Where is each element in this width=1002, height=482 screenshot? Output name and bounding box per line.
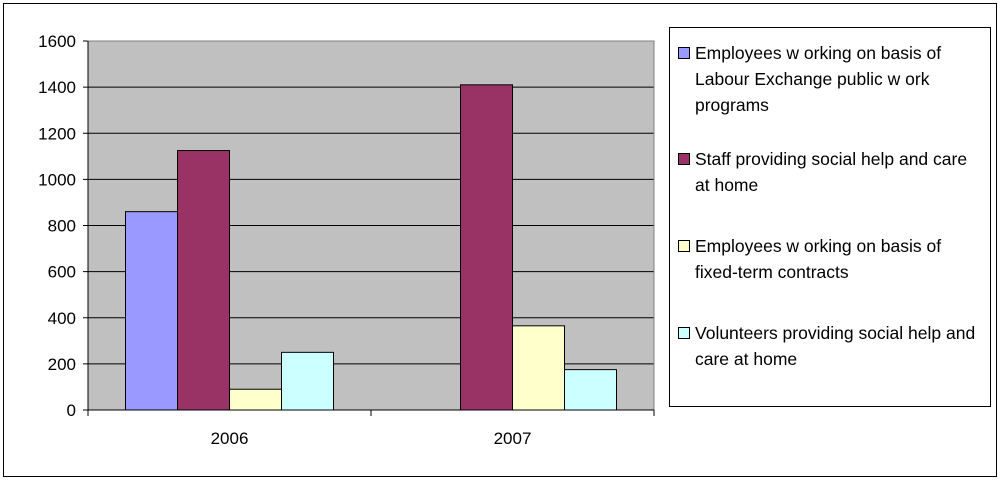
y-tick-labels: 0 200 400 600 800 1000 1200 1400 1600 (38, 32, 76, 420)
legend-swatch-fixed-term-employees (678, 240, 690, 252)
axes (87, 40, 655, 416)
x-tick-labels: 2006 2007 (211, 429, 532, 448)
bar-2006-series-1 (177, 150, 230, 411)
y-tick-label: 1600 (38, 32, 76, 51)
y-tick-label: 1200 (38, 124, 76, 143)
y-tick-label: 1400 (38, 78, 76, 97)
legend-item-fixed-term-employees: Employees w orking on basis of fixed-ter… (678, 233, 984, 285)
y-tick-label: 0 (67, 401, 76, 420)
bars (125, 84, 617, 411)
y-tick-label: 600 (48, 263, 76, 282)
legend-label-volunteers: Volunteers providing social help and car… (695, 323, 976, 369)
bar-2007-series-1 (460, 84, 513, 411)
y-tick-label: 1000 (38, 170, 76, 189)
legend-swatch-public-work-employees (678, 47, 690, 59)
x-tick-label: 2006 (211, 429, 249, 448)
legend-label-social-help-staff: Staff providing social help and care at … (695, 149, 968, 195)
bar-2006-series-0 (125, 211, 178, 411)
y-tick-label: 200 (48, 355, 76, 374)
legend-item-volunteers: Volunteers providing social help and car… (678, 320, 984, 372)
legend: Employees w orking on basis of Labour Ex… (669, 27, 991, 407)
legend-item-social-help-staff: Staff providing social help and care at … (678, 146, 984, 198)
bar-2007-series-3 (564, 369, 617, 411)
x-tick-label: 2007 (494, 429, 532, 448)
y-tick-label: 400 (48, 309, 76, 328)
legend-label-public-work-employees: Employees w orking on basis of Labour Ex… (695, 43, 942, 115)
legend-item-public-work-employees: Employees w orking on basis of Labour Ex… (678, 40, 984, 118)
legend-swatch-volunteers (678, 327, 690, 339)
legend-swatch-social-help-staff (678, 153, 690, 165)
y-tick-label: 800 (48, 217, 76, 236)
bar-2006-series-3 (281, 351, 334, 411)
bar-2006-series-2 (229, 388, 282, 411)
legend-label-fixed-term-employees: Employees w orking on basis of fixed-ter… (695, 236, 942, 282)
bar-2007-series-2 (512, 325, 565, 411)
